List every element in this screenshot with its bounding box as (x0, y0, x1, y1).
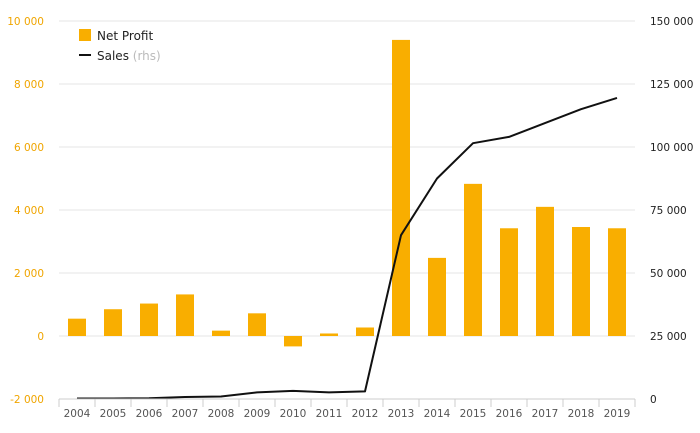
x-axis-tick-label: 2006 (136, 408, 163, 420)
x-axis-tick-label: 2019 (604, 408, 631, 420)
bar-net-profit (212, 330, 230, 336)
x-axis-tick-label: 2014 (424, 408, 451, 420)
bar-net-profit (248, 313, 266, 336)
legend-label-sales: Sales (rhs) (97, 49, 161, 63)
x-axis-tick-label: 2012 (352, 408, 379, 420)
right-axis-tick-label: 75 000 (650, 205, 687, 217)
right-axis-tick-label: 0 (650, 394, 657, 406)
bar-net-profit (392, 39, 410, 337)
left-axis-tick-label: 2 000 (14, 268, 44, 280)
bar-net-profit (140, 303, 158, 336)
x-axis-tick-label: 2013 (388, 408, 415, 420)
legend-swatch-net-profit (79, 29, 91, 41)
x-axis-tick-label: 2004 (64, 408, 91, 420)
right-axis-tick-label: 100 000 (650, 142, 693, 154)
x-axis-tick-label: 2016 (496, 408, 523, 420)
net-profit-bars (68, 39, 626, 347)
line-sales (77, 96, 618, 400)
left-axis-tick-label: -2 000 (10, 394, 44, 406)
right-axis-tick-label: 150 000 (650, 16, 693, 28)
left-axis-tick-label: 0 (37, 331, 44, 343)
bar-net-profit (464, 183, 482, 336)
x-axis-tick-label: 2008 (208, 408, 235, 420)
left-axis-tick-label: 6 000 (14, 142, 44, 154)
legend-sales-rhs-note: (rhs) (133, 49, 161, 63)
legend-label-net-profit: Net Profit (97, 29, 153, 43)
x-axis-tick-label: 2005 (100, 408, 127, 420)
legend-sales-name: Sales (97, 49, 129, 63)
x-axis-tick-label: 2018 (568, 408, 595, 420)
x-axis-tick-label: 2011 (316, 408, 343, 420)
bar-net-profit (176, 294, 194, 336)
bar-net-profit (284, 336, 302, 347)
bar-net-profit (608, 228, 626, 336)
x-axis-tick-label: 2007 (172, 408, 199, 420)
bar-net-profit (356, 327, 374, 336)
x-axis-tick-label: 2009 (244, 408, 271, 420)
right-axis-tick-label: 50 000 (650, 268, 687, 280)
axes: -2 000 0 2 000 4 000 6 000 8 000 10 000 0 25 000… (7, 16, 693, 420)
right-axis-tick-label: 25 000 (650, 331, 687, 343)
bar-net-profit (572, 227, 590, 336)
bar-net-profit (536, 206, 554, 336)
left-axis-tick-label: 8 000 (14, 79, 44, 91)
left-axis-tick-label: 4 000 (14, 205, 44, 217)
left-axis-tick-label: 10 000 (7, 16, 44, 28)
sales-line-layer (76, 96, 618, 400)
bar-net-profit (500, 228, 518, 336)
bar-net-profit (68, 318, 86, 336)
bar-net-profit (428, 257, 446, 336)
x-axis-tick-label: 2017 (532, 408, 559, 420)
bar-net-profit (320, 333, 338, 336)
x-axis-tick-label: 2015 (460, 408, 487, 420)
legend: Net Profit Sales (rhs) (79, 29, 161, 63)
x-axis-tick-label: 2010 (280, 408, 307, 420)
right-axis-tick-label: 125 000 (650, 79, 693, 91)
bar-net-profit (104, 309, 122, 336)
